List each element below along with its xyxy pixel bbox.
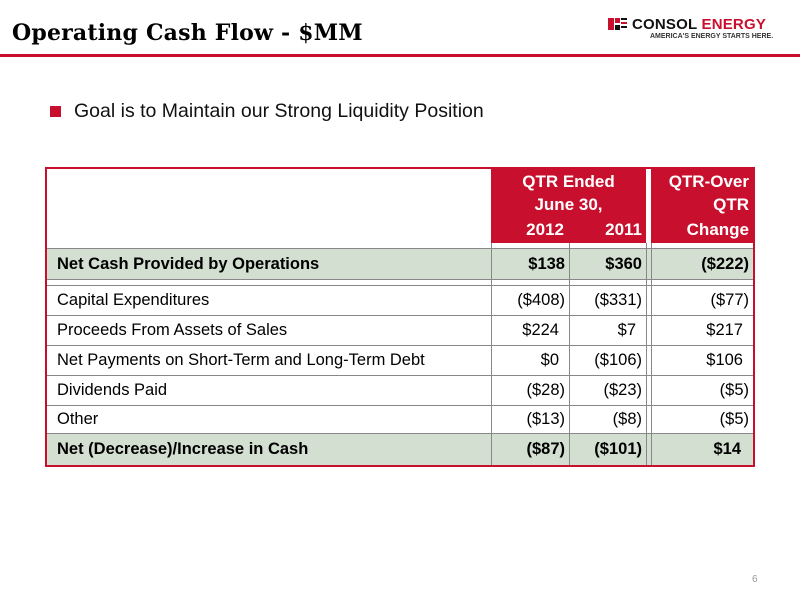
bullet-square-icon	[50, 106, 61, 117]
row-value-2011: ($331)	[594, 290, 642, 309]
row-value-2012: $0	[540, 350, 559, 369]
row-label: Dividends Paid	[57, 380, 168, 399]
row-value-2012: ($28)	[526, 380, 565, 399]
grid-line	[47, 405, 753, 406]
grid-line	[491, 243, 492, 465]
slide-title: Operating Cash Flow - $MM	[12, 20, 363, 46]
bullet-item: Goal is to Maintain our Strong Liquidity…	[50, 100, 484, 123]
row-value-change: ($77)	[710, 290, 749, 309]
row-value-2012: ($87)	[526, 440, 565, 458]
row-label: Other	[57, 409, 99, 428]
row-value-2011: ($23)	[603, 380, 642, 399]
grid-line	[646, 243, 647, 465]
header-year-2011: 2011	[605, 220, 642, 239]
row-label: Net (Decrease)/Increase in Cash	[57, 440, 309, 458]
row-label: Capital Expenditures	[57, 290, 210, 309]
logo-tagline: AMERICA'S ENERGY STARTS HERE.	[650, 33, 774, 40]
header-qtr-ended: QTR Ended June 30, 2012 2011	[491, 169, 646, 243]
bullet-text: Goal is to Maintain our Strong Liquidity…	[74, 100, 484, 122]
grid-line	[47, 433, 753, 434]
header-qtr-line2: June 30,	[534, 195, 603, 214]
row-value-change: $14	[713, 440, 741, 458]
header-qtr-change: QTR-Over QTR Change	[651, 169, 753, 243]
grid-line	[651, 243, 652, 465]
grid-line	[47, 285, 753, 286]
logo-wordmark: CONSOL ENERGY	[632, 16, 766, 33]
row-value-2012: ($13)	[526, 409, 565, 428]
row-value-change: ($5)	[719, 409, 749, 428]
row-value-2012: $138	[528, 254, 565, 273]
consol-flame-icon	[608, 18, 627, 30]
grid-line	[47, 345, 753, 346]
header-year-2012: 2012	[526, 220, 564, 239]
grid-line	[47, 248, 753, 249]
header-qtr-line1: QTR Ended	[522, 172, 615, 191]
header-change-line1: QTR-Over	[668, 172, 749, 191]
row-label: Net Cash Provided by Operations	[57, 254, 320, 273]
row-value-change: $106	[706, 350, 743, 369]
title-underline	[0, 54, 800, 57]
row-value-2011: ($101)	[594, 440, 642, 458]
row-value-2011: $7	[617, 320, 636, 339]
logo-name-part1: CONSOL	[632, 16, 698, 33]
row-label: Net Payments on Short-Term and Long-Term…	[57, 350, 425, 369]
header-change-line3: Change	[686, 220, 749, 239]
row-value-2011: ($8)	[612, 409, 642, 428]
row-label: Proceeds From Assets of Sales	[57, 320, 288, 339]
header-change-line2: QTR	[713, 195, 749, 214]
cash-flow-table: QTR Ended June 30, 2012 2011 QTR-Over QT…	[45, 167, 755, 467]
consol-energy-logo: CONSOL ENERGY AMERICA'S ENERGY STARTS HE…	[608, 14, 788, 44]
grid-line	[569, 243, 570, 465]
row-value-2012: ($408)	[517, 290, 565, 309]
grid-line	[47, 279, 753, 280]
row-value-2011: $360	[605, 254, 642, 273]
row-shade-operations	[47, 249, 753, 279]
row-value-2011: ($106)	[594, 350, 642, 369]
row-value-change: $217	[706, 320, 743, 339]
page-number: 6	[752, 574, 758, 585]
grid-line	[47, 375, 753, 376]
logo-name-part2: ENERGY	[701, 16, 767, 33]
row-value-2012: $224	[522, 320, 559, 339]
row-value-change: ($5)	[719, 380, 749, 399]
row-value-change: ($222)	[701, 254, 749, 273]
row-shade-net-change	[47, 434, 753, 465]
grid-line	[47, 315, 753, 316]
